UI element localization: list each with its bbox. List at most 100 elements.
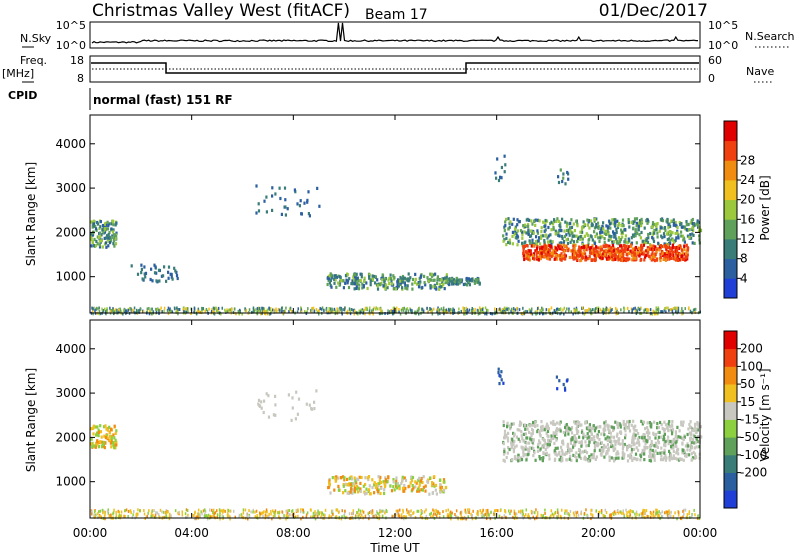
echo-pixel xyxy=(546,236,549,240)
echo-pixel xyxy=(143,512,146,516)
echo-pixel xyxy=(313,309,316,313)
y-tick-label: 4000 xyxy=(55,137,86,151)
echo-pixel xyxy=(345,278,348,282)
echo-pixel xyxy=(347,483,350,487)
echo-pixel xyxy=(114,223,117,227)
echo-pixel xyxy=(672,223,675,227)
echo-pixel xyxy=(112,310,115,314)
echo-pixel xyxy=(358,283,361,287)
echo-pixel xyxy=(328,479,331,483)
echo-pixel xyxy=(97,445,100,449)
echo-pixel xyxy=(398,484,401,488)
echo-pixel xyxy=(195,515,197,519)
echo-pixel xyxy=(646,218,649,222)
echo-pixel xyxy=(610,444,613,449)
echo-pixel xyxy=(199,515,201,519)
echo-pixel xyxy=(683,449,686,453)
echo-pixel xyxy=(680,420,683,424)
echo-pixel xyxy=(619,250,622,254)
echo-pixel xyxy=(371,274,374,278)
y-tick-label: 2000 xyxy=(55,225,86,239)
echo-pixel xyxy=(544,228,547,232)
echo-pixel xyxy=(311,308,313,312)
echo-pixel xyxy=(615,248,619,252)
echo-pixel xyxy=(694,307,697,311)
echo-pixel xyxy=(102,440,105,444)
echo-pixel xyxy=(163,306,166,310)
echo-pixel xyxy=(543,239,546,243)
echo-pixel xyxy=(604,437,607,441)
echo-pixel xyxy=(622,251,625,255)
echo-pixel xyxy=(590,222,593,226)
echo-pixel xyxy=(664,423,668,427)
echo-pixel xyxy=(634,433,637,437)
echo-pixel xyxy=(421,480,424,485)
echo-pixel xyxy=(554,446,557,450)
echo-pixel xyxy=(654,222,657,226)
echo-pixel xyxy=(689,438,692,442)
echo-pixel xyxy=(103,225,106,229)
echo-pixel xyxy=(613,231,616,236)
echo-pixel xyxy=(255,211,258,215)
echo-pixel xyxy=(200,510,202,514)
echo-pixel xyxy=(457,278,460,282)
echo-pixel xyxy=(635,446,638,450)
echo-pixel xyxy=(356,276,359,280)
echo-pixel xyxy=(562,176,565,180)
echo-pixel xyxy=(619,257,622,261)
echo-pixel xyxy=(596,250,599,254)
echo-pixel xyxy=(595,223,598,227)
echo-pixel xyxy=(157,268,161,272)
echo-pixel xyxy=(590,432,593,436)
echo-pixel xyxy=(390,489,394,493)
echo-pixel xyxy=(201,512,203,516)
echo-pixel xyxy=(547,427,550,431)
echo-pixel xyxy=(576,308,578,312)
echo-pixel xyxy=(99,231,102,235)
echo-pixel xyxy=(155,279,158,283)
echo-pixel xyxy=(216,309,218,312)
echo-pixel xyxy=(659,435,662,439)
echo-pixel xyxy=(510,309,512,313)
echo-pixel xyxy=(481,510,484,514)
echo-pixel xyxy=(263,510,265,514)
echo-pixel xyxy=(561,247,564,251)
echo-pixel xyxy=(276,309,278,313)
echo-pixel xyxy=(181,513,184,517)
echo-pixel xyxy=(387,475,390,479)
echo-pixel xyxy=(651,225,654,229)
echo-pixel xyxy=(132,513,134,517)
echo-pixel xyxy=(653,310,656,314)
echo-pixel xyxy=(553,513,555,517)
echo-pixel xyxy=(213,307,215,311)
echo-pixel xyxy=(528,308,531,312)
freq-trace xyxy=(91,62,699,74)
echo-pixel xyxy=(110,222,113,226)
echo-pixel xyxy=(503,447,506,451)
echo-pixel xyxy=(657,312,659,316)
echo-pixel xyxy=(113,436,116,440)
echo-pixel xyxy=(588,423,591,427)
echo-pixel xyxy=(313,514,315,518)
echo-pixel xyxy=(171,310,174,314)
echo-pixel xyxy=(468,283,471,287)
echo-pixel xyxy=(108,431,111,435)
echo-pixel xyxy=(306,310,308,314)
echo-pixel xyxy=(291,396,294,400)
echo-pixel xyxy=(663,443,666,447)
echo-pixel xyxy=(644,441,647,446)
echo-pixel xyxy=(392,306,395,310)
echo-pixel xyxy=(259,511,261,515)
echo-pixel xyxy=(333,307,336,311)
echo-pixel xyxy=(503,225,506,229)
echo-pixel xyxy=(611,248,614,252)
echo-pixel xyxy=(438,282,441,286)
echo-pixel xyxy=(529,437,532,441)
echo-pixel xyxy=(616,240,619,244)
echo-pixel xyxy=(667,435,670,439)
echo-pixel xyxy=(566,511,568,515)
echo-pixel xyxy=(676,517,678,521)
echo-pixel xyxy=(342,286,345,290)
echo-pixel xyxy=(442,282,445,287)
echo-pixel xyxy=(468,508,471,512)
